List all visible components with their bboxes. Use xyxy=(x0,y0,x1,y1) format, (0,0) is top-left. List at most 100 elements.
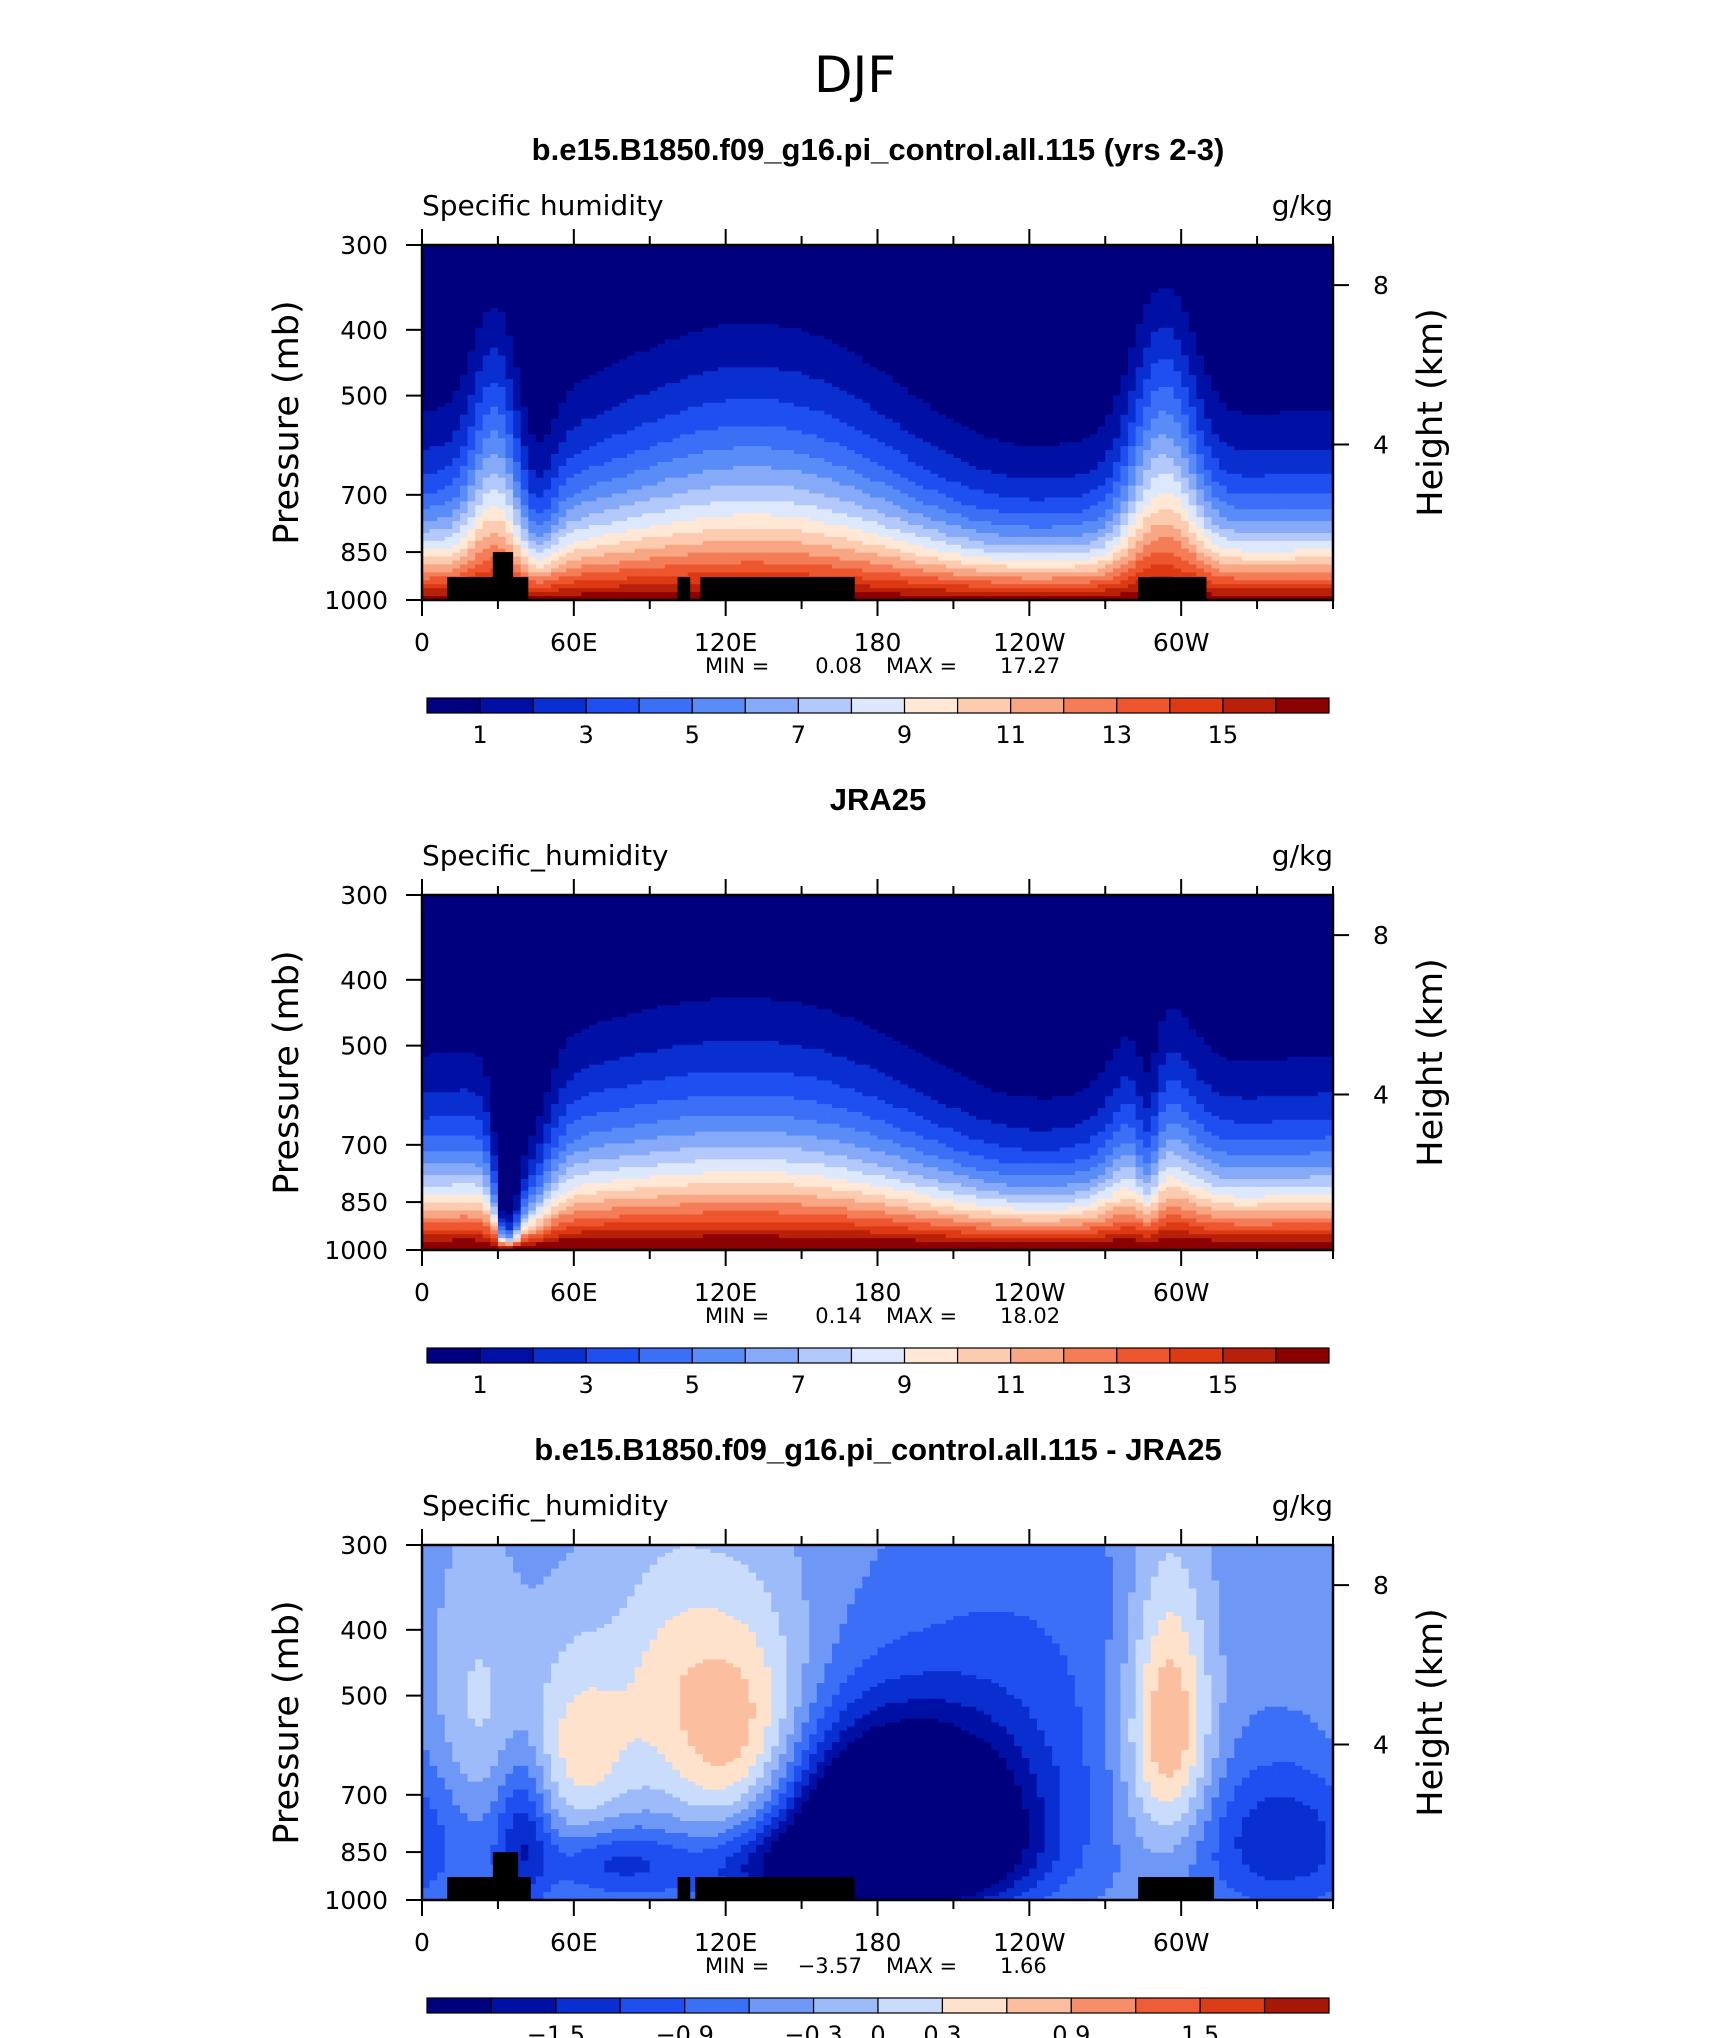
contour-cell xyxy=(1097,296,1106,301)
contour-cell xyxy=(1317,245,1327,250)
contour-cell xyxy=(854,343,863,349)
contour-cell xyxy=(748,343,757,349)
contour-cell xyxy=(1211,327,1220,333)
contour-cell xyxy=(1150,402,1159,408)
contour-cell xyxy=(1196,347,1205,353)
contour-cell xyxy=(649,252,658,258)
contour-cell xyxy=(1014,347,1023,353)
contour-cell xyxy=(1249,319,1258,325)
contour-cell xyxy=(687,284,696,289)
contour-cell xyxy=(816,359,825,364)
contour-cell xyxy=(437,363,446,368)
contour-cell xyxy=(854,276,863,282)
contour-cell xyxy=(1006,256,1015,262)
contour-cell xyxy=(649,245,658,250)
contour-cell xyxy=(1143,312,1152,317)
contour-cell xyxy=(1295,402,1304,408)
contour-cell xyxy=(854,288,863,293)
contour-cell xyxy=(520,402,529,408)
contour-cell xyxy=(1181,398,1190,404)
contour-cell xyxy=(1052,335,1061,341)
contour-cell xyxy=(490,252,499,258)
contour-cell xyxy=(1219,300,1228,305)
contour-cell xyxy=(1097,245,1106,250)
contour-cell xyxy=(437,252,446,258)
contour-cell xyxy=(854,280,863,286)
contour-cell xyxy=(634,347,643,353)
contour-cell xyxy=(930,331,939,337)
contour-cell xyxy=(467,252,476,258)
contour-cell xyxy=(1128,316,1137,321)
contour-cell xyxy=(528,398,537,404)
contour-cell xyxy=(756,308,765,313)
contour-cell xyxy=(1112,300,1122,305)
contour-cell xyxy=(1082,371,1091,376)
contour-cell xyxy=(452,367,461,372)
contour-cell xyxy=(892,355,901,360)
contour-cell xyxy=(452,272,461,278)
contour-cell xyxy=(869,248,879,254)
contour-cell xyxy=(976,268,985,274)
contour-cell xyxy=(429,308,438,313)
contour-cell xyxy=(885,256,894,262)
contour-cell xyxy=(657,390,666,396)
contour-cell xyxy=(725,355,734,360)
contour-cell xyxy=(892,347,901,353)
contour-cell xyxy=(573,406,583,412)
contour-cell xyxy=(725,280,734,286)
contour-cell xyxy=(589,256,598,262)
contour-cell xyxy=(907,375,917,380)
contour-cell xyxy=(1226,379,1235,384)
contour-cell xyxy=(1211,316,1220,321)
contour-cell xyxy=(1188,355,1197,360)
contour-cell xyxy=(1295,323,1304,329)
contour-cell xyxy=(535,300,545,305)
contour-cell xyxy=(862,387,871,392)
contour-cell xyxy=(1279,359,1289,364)
contour-cell xyxy=(854,402,863,408)
contour-cell xyxy=(847,406,856,412)
contour-cell xyxy=(626,406,636,412)
contour-cell xyxy=(475,379,484,384)
contour-cell xyxy=(664,363,674,368)
contour-cell xyxy=(459,296,469,301)
contour-cell xyxy=(885,327,894,333)
contour-cell xyxy=(573,312,583,317)
contour-cell xyxy=(854,304,863,309)
contour-cell xyxy=(1226,319,1235,325)
contour-cell xyxy=(551,351,560,357)
contour-cell xyxy=(869,398,879,404)
contour-cell xyxy=(1074,319,1084,325)
contour-cell xyxy=(664,300,674,305)
contour-cell xyxy=(1074,367,1084,372)
contour-cell xyxy=(543,256,552,262)
contour-cell xyxy=(573,339,583,345)
contour-cell xyxy=(1188,398,1197,404)
contour-cell xyxy=(1302,312,1311,317)
contour-cell xyxy=(900,359,909,364)
contour-cell xyxy=(642,323,651,329)
contour-cell xyxy=(892,304,901,309)
contour-cell xyxy=(634,288,643,293)
contour-cell xyxy=(1143,379,1152,384)
contour-cell xyxy=(1014,327,1023,333)
contour-cell xyxy=(558,355,567,360)
contour-cell xyxy=(945,280,955,286)
contour-cell xyxy=(505,335,514,341)
contour-cell xyxy=(535,272,545,278)
contour-cell xyxy=(459,312,469,317)
contour-cell xyxy=(710,268,719,274)
contour-cell xyxy=(429,398,438,404)
contour-cell xyxy=(543,296,552,301)
contour-cell xyxy=(1279,351,1289,357)
contour-cell xyxy=(1241,252,1251,258)
contour-cell xyxy=(793,264,803,270)
contour-cell xyxy=(642,292,651,297)
contour-cell xyxy=(1188,323,1197,329)
contour-cell xyxy=(1203,288,1213,293)
contour-cell xyxy=(1181,308,1190,313)
contour-cell xyxy=(573,280,583,286)
contour-cell xyxy=(1165,304,1175,309)
contour-cell xyxy=(1287,398,1296,404)
contour-cell xyxy=(702,390,712,396)
